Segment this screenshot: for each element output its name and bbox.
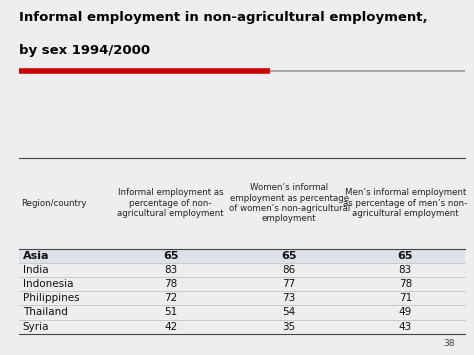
Text: 35: 35 <box>283 322 296 332</box>
Text: Informal employment as
percentage of non-
agricultural employment: Informal employment as percentage of non… <box>118 189 224 218</box>
Text: Asia: Asia <box>23 251 49 261</box>
Text: 77: 77 <box>283 279 296 289</box>
Text: 86: 86 <box>283 265 296 275</box>
Text: 42: 42 <box>164 322 177 332</box>
Text: 83: 83 <box>399 265 412 275</box>
Text: 72: 72 <box>164 293 177 303</box>
Text: 54: 54 <box>283 307 296 317</box>
Text: 65: 65 <box>398 251 413 261</box>
Text: 71: 71 <box>399 293 412 303</box>
Text: 73: 73 <box>283 293 296 303</box>
Text: Informal employment in non-agricultural employment,: Informal employment in non-agricultural … <box>19 11 428 24</box>
Text: Women’s informal
employment as percentage
of women’s non-agricultural
employment: Women’s informal employment as percentag… <box>228 183 350 223</box>
Text: 38: 38 <box>444 339 455 348</box>
Text: 78: 78 <box>399 279 412 289</box>
Text: 49: 49 <box>399 307 412 317</box>
Text: Men’s informal employment
as percentage of men’s non-
agricultural employment: Men’s informal employment as percentage … <box>343 189 467 218</box>
Text: Region/country: Region/country <box>21 199 87 208</box>
Text: 65: 65 <box>282 251 297 261</box>
Text: Thailand: Thailand <box>23 307 68 317</box>
Text: 51: 51 <box>164 307 177 317</box>
Text: 43: 43 <box>399 322 412 332</box>
Text: 65: 65 <box>163 251 178 261</box>
Text: Indonesia: Indonesia <box>23 279 73 289</box>
Text: 78: 78 <box>164 279 177 289</box>
Text: by sex 1994/2000: by sex 1994/2000 <box>19 44 150 58</box>
Text: Syria: Syria <box>23 322 49 332</box>
Text: India: India <box>23 265 48 275</box>
Text: 83: 83 <box>164 265 177 275</box>
Text: Philippines: Philippines <box>23 293 79 303</box>
